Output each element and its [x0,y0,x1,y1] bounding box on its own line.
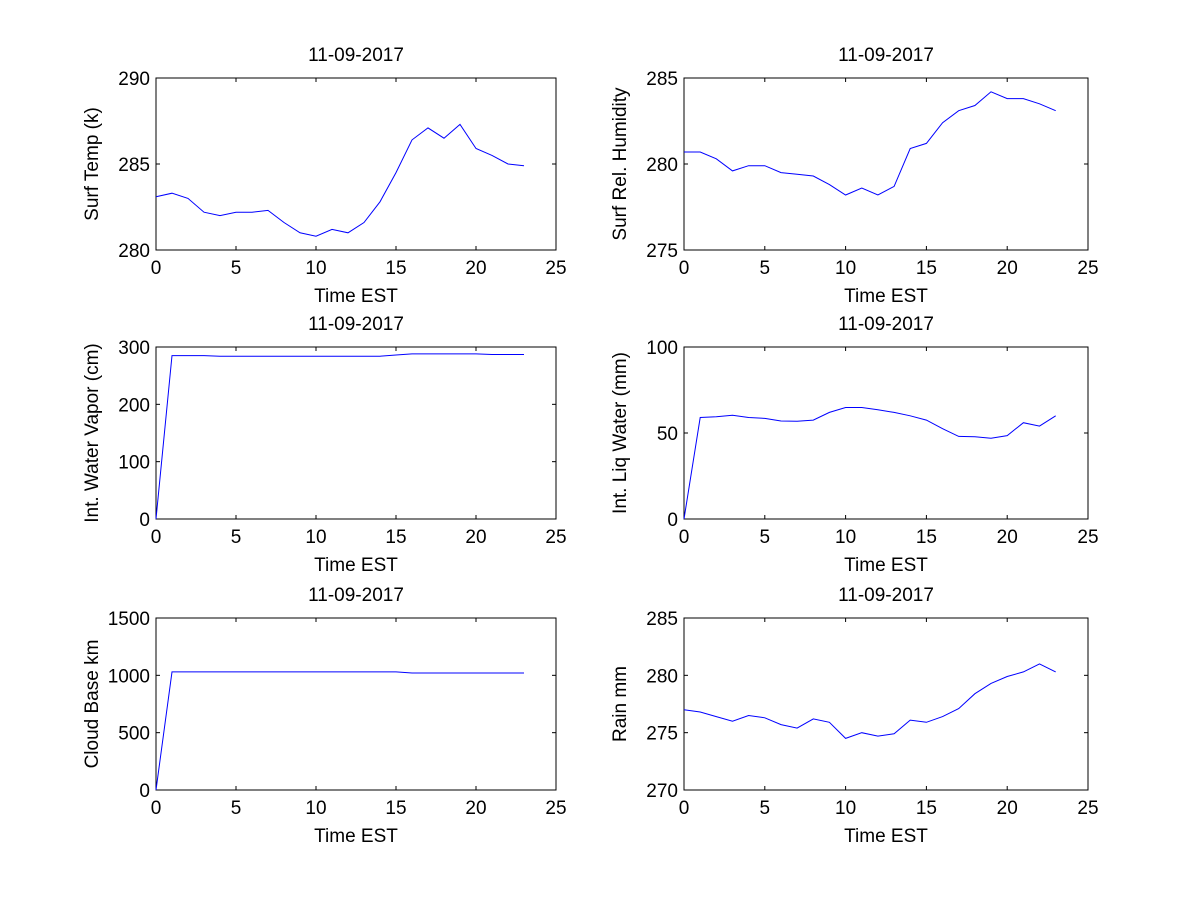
chart-5-xtick-label: 5 [231,798,242,819]
chart-6-ytick-label: 270 [646,781,678,802]
chart-2-ytick-label: 275 [646,241,678,262]
chart-5-ylabel: Cloud Base km [82,640,103,769]
chart-1-xtick-label: 20 [465,258,486,279]
chart-2-xtick-label: 20 [997,258,1018,279]
chart-1-xtick-label: 10 [305,258,326,279]
chart-4-xtick-label: 0 [679,527,690,548]
chart-2-title: 11-09-2017 [838,45,934,66]
chart-3-xtick-label: 25 [545,527,566,548]
chart-4-axes-frame [683,346,1089,520]
chart-2: 0 5 10 15 20 25 275 280 285 11-09-2017 Time EST Sur… [610,45,1099,307]
chart-5-xtick-label: 25 [545,798,566,819]
chart-3-ytick-label: 100 [118,453,150,474]
chart-4-xtick-label: 10 [835,527,856,548]
chart-1: 0 5 10 15 20 25 280 285 290 11-09-2017 Time EST Sur… [82,45,567,307]
chart-4-ytick-label: 50 [657,424,678,445]
chart-5-ytick-label: 500 [118,724,150,745]
chart-4-xtick-label: 20 [997,527,1018,548]
chart-2-series-line [684,91,1056,196]
chart-4-xtick-label: 5 [760,527,771,548]
chart-6-xtick-label: 0 [679,798,690,819]
chart-6-axes-frame [683,617,1089,791]
chart-6-ytick-label: 280 [646,666,678,687]
chart-6-xtick-label: 5 [760,798,771,819]
chart-1-xtick-label: 15 [385,258,406,279]
chart-4-xtick-label: 15 [916,527,937,548]
chart-1-xtick-label: 25 [545,258,566,279]
chart-2-xtick-label: 0 [679,258,690,279]
chart-5-ytick-label: 1000 [108,666,150,687]
chart-5-ytick-label: 0 [139,781,150,802]
chart-1-axes-frame [155,77,557,251]
chart-3-xtick-label: 15 [385,527,406,548]
chart-1-ytick-label: 280 [118,241,150,262]
chart-6-xtick-label: 25 [1077,798,1098,819]
chart-6-xlabel: Time EST [844,826,928,847]
chart-1-xlabel: Time EST [314,286,398,307]
chart-6-xtick-label: 10 [835,798,856,819]
chart-2-ytick-label: 285 [646,69,678,90]
chart-1-xtick-label: 0 [151,258,162,279]
chart-1-ytick-label: 290 [118,69,150,90]
chart-3-axes-frame [155,346,557,520]
chart-2-axes-frame [683,77,1089,251]
chart-3: 0 5 10 15 20 25 0 100 200 300 11-09-2017 Time EST In… [82,314,567,576]
chart-4-ytick-label: 100 [646,338,678,359]
chart-6: 0 5 10 15 20 25 270 275 280 285 11-09-2017 Time EST… [610,585,1099,847]
chart-6-series-line [683,663,1056,739]
chart-5-xtick-label: 10 [305,798,326,819]
chart-5-ytick-label: 1500 [108,609,150,630]
chart-6-xtick-label: 15 [916,798,937,819]
chart-3-ytick-label: 0 [139,510,150,531]
chart-3-ytick-label: 200 [118,395,150,416]
chart-3-ylabel: Int. Water Vapor (cm) [82,343,103,522]
chart-1-xtick-label: 5 [231,258,242,279]
chart-6-title: 11-09-2017 [838,585,934,606]
chart-4-xlabel: Time EST [844,555,928,576]
chart-3-xtick-label: 0 [151,527,162,548]
chart-6-xtick-label: 20 [997,798,1018,819]
chart-2-xtick-label: 25 [1077,258,1098,279]
chart-1-ytick-label: 285 [118,155,150,176]
chart-2-xtick-label: 10 [835,258,856,279]
chart-5-axes-frame [155,617,557,791]
chart-3-xtick-label: 20 [465,527,486,548]
chart-4-ytick-label: 0 [667,510,678,531]
chart-6-ytick-label: 285 [646,609,678,630]
chart-2-xtick-label: 5 [760,258,771,279]
chart-1-ylabel: Surf Temp (k) [82,107,103,221]
chart-3-series-line [155,353,524,520]
chart-4-series-line [683,407,1056,520]
chart-4: 0 5 10 15 20 25 0 50 100 11-09-2017 Time EST Int. L… [610,314,1099,576]
chart-4-title: 11-09-2017 [838,314,934,335]
chart-2-ytick-label: 280 [646,155,678,176]
chart-5-xtick-label: 15 [385,798,406,819]
chart-5-xtick-label: 20 [465,798,486,819]
chart-5-xtick-label: 0 [151,798,162,819]
chart-2-xlabel: Time EST [844,286,928,307]
chart-1-series-line [155,123,525,237]
chart-2-ylabel: Surf Rel. Humidity [610,87,631,241]
chart-5-xlabel: Time EST [314,826,398,847]
chart-5-title: 11-09-2017 [308,585,404,606]
chart-3-xtick-label: 5 [231,527,242,548]
chart-3-title: 11-09-2017 [308,314,404,335]
chart-5: 0 5 10 15 20 25 0 500 1000 1500 11-09-2017 Time EST… [82,585,567,847]
chart-4-ylabel: Int. Liq Water (mm) [610,352,631,514]
chart-3-xlabel: Time EST [314,555,398,576]
chart-2-xtick-label: 15 [916,258,937,279]
chart-5-series-line [155,671,524,791]
chart-3-ytick-label: 300 [118,338,150,359]
chart-6-ylabel: Rain mm [610,666,631,742]
chart-1-title: 11-09-2017 [308,45,404,66]
chart-6-ytick-label: 275 [646,724,678,745]
chart-3-xtick-label: 10 [305,527,326,548]
chart-4-xtick-label: 25 [1077,527,1098,548]
